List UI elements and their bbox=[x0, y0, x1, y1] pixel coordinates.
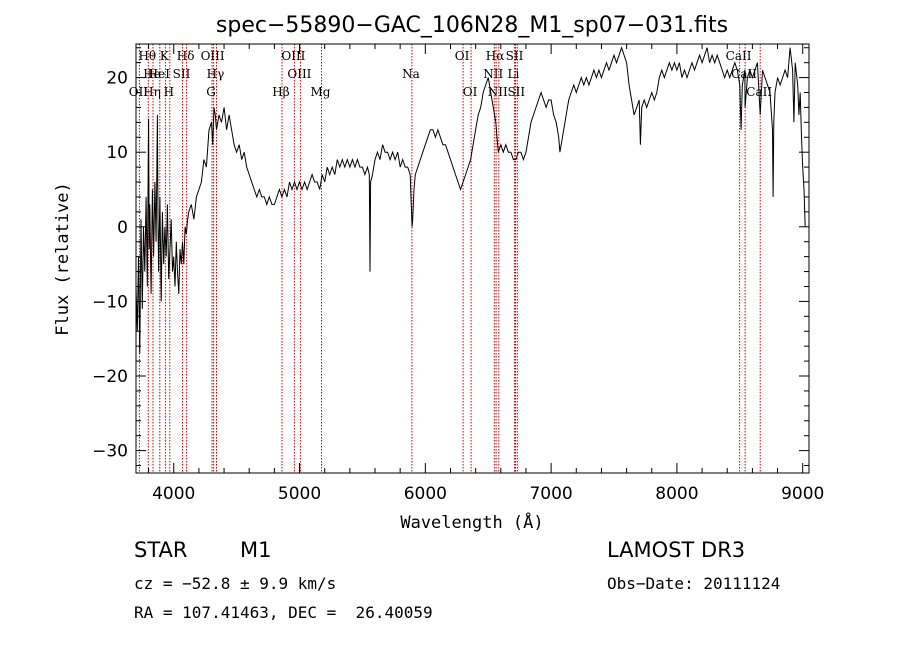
x-tick-label: 9000 bbox=[781, 484, 824, 504]
line-marker-label: Hδ bbox=[177, 49, 195, 63]
x-axis-label: Wavelength (Å) bbox=[400, 511, 543, 533]
x-tick-label: 4000 bbox=[152, 484, 195, 504]
line-marker-label: Hγ bbox=[207, 67, 225, 81]
object-subclass: M1 bbox=[240, 538, 272, 562]
x-tick-label: 5000 bbox=[278, 484, 321, 504]
line-marker-label: OIII bbox=[281, 49, 305, 63]
line-marker-label: SII bbox=[506, 49, 524, 63]
y-axis-label: Flux (relative) bbox=[53, 182, 73, 336]
line-marker-label: He bbox=[143, 67, 161, 81]
object-class: STAR bbox=[134, 538, 188, 562]
obs-date: Obs−Date: 20111124 bbox=[607, 574, 781, 593]
y-tick-label: −20 bbox=[92, 367, 128, 387]
line-marker-label: OI bbox=[463, 85, 478, 99]
survey-label: LAMOST DR3 bbox=[607, 538, 746, 562]
line-marker-label: CaII bbox=[726, 49, 752, 63]
chart-title: spec−55890−GAC_106N28_M1_sp07−031.fits bbox=[216, 13, 728, 38]
line-marker-label: OIII bbox=[201, 49, 225, 63]
line-markers bbox=[138, 44, 761, 473]
line-marker-label: NII bbox=[483, 67, 503, 81]
y-tick-label: 0 bbox=[117, 218, 128, 238]
line-marker-label: K bbox=[160, 49, 170, 63]
line-marker-label: HeI bbox=[148, 67, 171, 81]
line-marker-label: NII bbox=[488, 85, 508, 99]
line-marker-label: SII bbox=[507, 85, 525, 99]
y-tick-label: 10 bbox=[106, 143, 128, 163]
coordinates: RA = 107.41463, DEC = 26.40059 bbox=[134, 603, 433, 622]
redshift-value: cz = −52.8 ± 9.9 km/s bbox=[134, 574, 337, 593]
line-marker-label: Hη bbox=[143, 85, 161, 99]
line-marker-label: OI bbox=[455, 49, 470, 63]
line-marker-label: SII bbox=[173, 67, 191, 81]
line-marker-label: Hθ bbox=[138, 49, 156, 63]
line-marker-label: G bbox=[206, 85, 216, 99]
line-marker-label: Hα bbox=[486, 49, 505, 63]
line-marker-label: Mg bbox=[311, 85, 331, 99]
y-tick-label: −30 bbox=[92, 442, 128, 462]
x-tick-label: 7000 bbox=[529, 484, 572, 504]
spectrum-line bbox=[135, 46, 806, 354]
x-tick-label: 8000 bbox=[655, 484, 698, 504]
line-marker-label: H bbox=[164, 85, 174, 99]
line-marker-label: OIII bbox=[287, 67, 311, 81]
y-tick-label: −10 bbox=[92, 292, 128, 312]
spectrum-plot: spec−55890−GAC_106N28_M1_sp07−031.fits H… bbox=[53, 13, 824, 533]
x-tick-label: 6000 bbox=[404, 484, 447, 504]
line-marker-label: Li bbox=[507, 67, 519, 81]
line-marker-label: Hβ bbox=[272, 85, 289, 99]
axis-ticks: 4000 5000 6000 7000 8000 9000 −30 −20 −10 0 10 20 bbox=[92, 44, 824, 504]
line-marker-label: Na bbox=[402, 67, 420, 81]
plot-frame bbox=[135, 43, 810, 474]
y-tick-label: 20 bbox=[106, 69, 128, 89]
